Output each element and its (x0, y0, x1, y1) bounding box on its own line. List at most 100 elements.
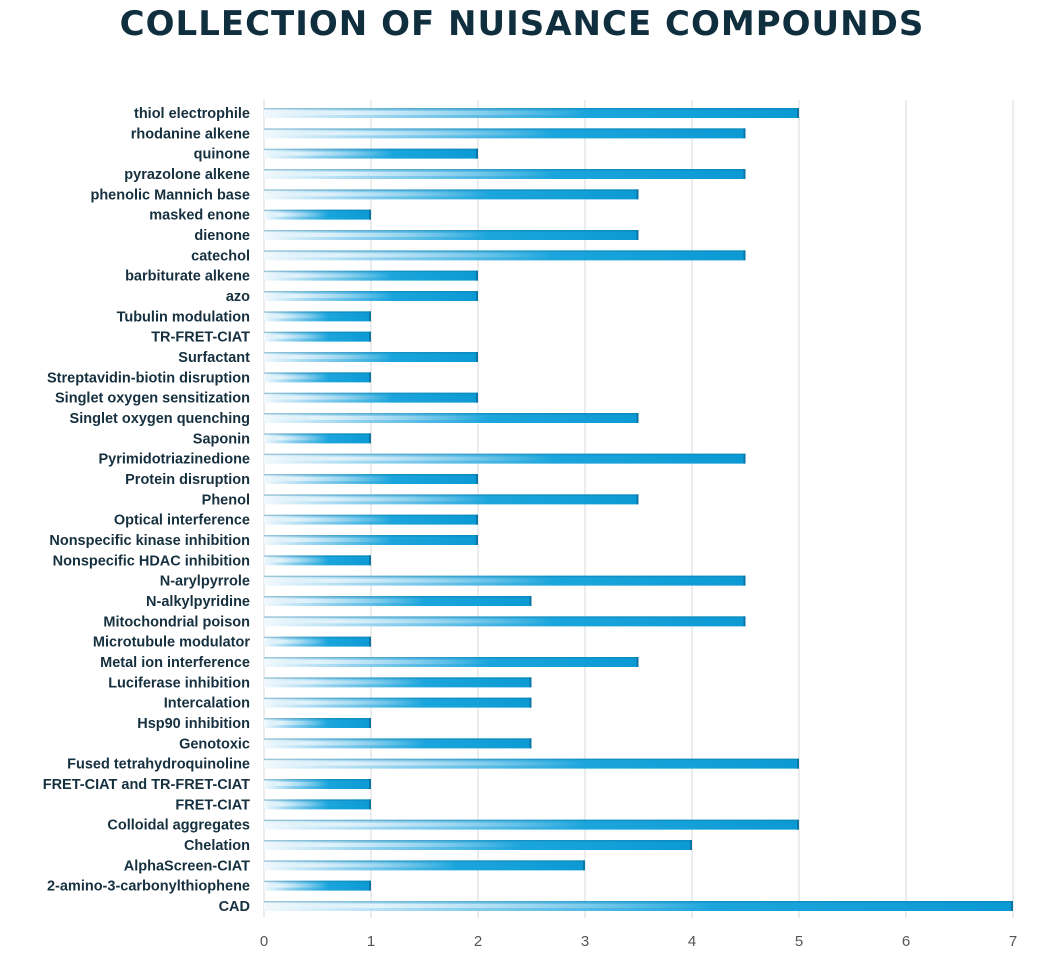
bar (264, 738, 532, 749)
bar-top-edge (264, 677, 532, 679)
x-tick-label: 3 (581, 933, 589, 950)
bar (264, 758, 799, 769)
category-label: Nonspecific kinase inhibition (49, 533, 250, 549)
bar-end-cap (636, 657, 639, 667)
bar-highlight (264, 741, 532, 746)
bar-top-edge (264, 718, 371, 720)
bar (264, 596, 532, 606)
bar-highlight (264, 436, 371, 441)
bar-highlight (264, 700, 532, 705)
category-label: Streptavidin-biotin disruption (47, 370, 250, 386)
category-label: catechol (191, 248, 250, 264)
bar-highlight (264, 599, 532, 603)
bar-highlight (264, 294, 478, 298)
bar-top-edge (264, 636, 371, 639)
bar (264, 413, 639, 423)
category-label: 2-amino-3-carbonylthiophene (47, 879, 250, 895)
bar-highlight (264, 111, 799, 115)
bar-end-cap (369, 880, 371, 891)
bar-end-cap (369, 331, 371, 342)
bar (264, 250, 746, 261)
category-label: AlphaScreen-CIAT (124, 858, 250, 874)
bar-top-edge (264, 474, 478, 476)
bar-highlight (264, 578, 746, 583)
bar-highlight (264, 314, 371, 319)
bar (264, 860, 585, 871)
category-label: Surfactant (178, 350, 250, 366)
bar (264, 575, 746, 586)
bar-top-edge (264, 535, 478, 537)
category-label: phenolic Mannich base (90, 187, 250, 203)
bar-top-edge (264, 433, 371, 435)
bar-highlight (264, 802, 371, 807)
bar (264, 352, 478, 362)
bar-end-cap (369, 636, 371, 647)
bar-highlight (264, 558, 371, 563)
bar-end-cap (476, 514, 478, 525)
bar-top-edge (264, 189, 639, 191)
bar-top-edge (264, 616, 746, 618)
bar-top-edge (264, 392, 478, 395)
bar-end-cap (743, 453, 746, 464)
bar (264, 291, 478, 301)
bar-end-cap (476, 291, 478, 301)
x-tick-label: 7 (1009, 933, 1017, 950)
category-label: N-arylpyrrole (160, 574, 250, 590)
bar-top-edge (264, 555, 371, 557)
bar (264, 677, 532, 688)
bar-highlight (264, 477, 478, 481)
bar-highlight (264, 375, 371, 380)
bar-end-cap (529, 738, 532, 749)
category-label: FRET-CIAT and TR-FRET-CIAT (43, 777, 250, 793)
bar (264, 392, 478, 403)
category-label: Pyrimidotriazinedione (99, 452, 250, 468)
bar-top-edge (264, 840, 692, 842)
bar (264, 840, 692, 850)
bar-highlight (264, 456, 746, 461)
bar-highlight (264, 822, 799, 827)
bar-end-cap (476, 270, 478, 281)
bar-top-edge (264, 779, 371, 781)
bar (264, 169, 746, 179)
bar-highlight (264, 639, 371, 644)
bar-end-cap (636, 413, 639, 423)
bar-end-cap (1011, 901, 1013, 911)
category-label: Genotoxic (179, 736, 250, 752)
category-label: pyrazolone alkene (124, 167, 250, 183)
bar-top-edge (264, 108, 799, 110)
category-label: FRET-CIAT (175, 797, 250, 813)
bar (264, 880, 371, 891)
bar-end-cap (369, 311, 371, 322)
bar-top-edge (264, 494, 639, 496)
category-label: thiol electrophile (134, 106, 250, 122)
bar-top-edge (264, 657, 639, 659)
bar (264, 697, 532, 708)
category-label: Hsp90 inhibition (137, 716, 250, 732)
bar-highlight (264, 843, 692, 847)
bar (264, 331, 371, 342)
category-label: Singlet oxygen sensitization (55, 391, 250, 407)
bar (264, 555, 371, 566)
category-label: Chelation (184, 838, 250, 854)
bar-highlight (264, 212, 371, 217)
bar-highlight (264, 497, 639, 502)
bar-end-cap (636, 230, 639, 240)
bar-end-cap (583, 860, 585, 871)
category-label: Intercalation (164, 696, 250, 712)
category-label: Nonspecific HDAC inhibition (53, 553, 250, 569)
bar-highlight (264, 355, 478, 359)
bar-top-edge (264, 880, 371, 883)
bar (264, 372, 371, 383)
bar-highlight (264, 334, 371, 339)
bar-top-edge (264, 291, 478, 293)
bar-highlight (264, 131, 746, 136)
bar-highlight (264, 151, 478, 156)
bar-top-edge (264, 596, 532, 598)
category-label: Mitochondrial poison (103, 614, 250, 630)
bar-top-edge (264, 169, 746, 171)
bar-end-cap (476, 535, 478, 545)
x-tick-label: 6 (902, 933, 910, 950)
bar-highlight (264, 863, 585, 868)
bar-end-cap (476, 392, 478, 403)
